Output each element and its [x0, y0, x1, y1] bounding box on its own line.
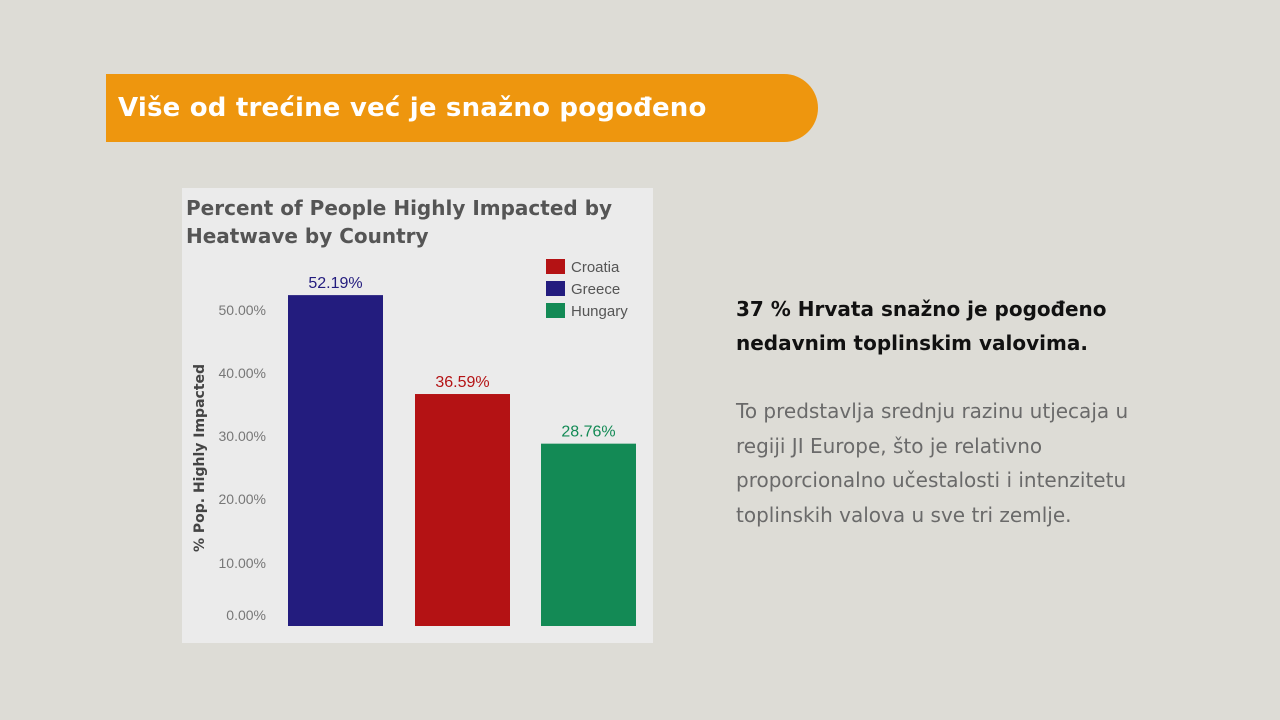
body-text: To predstavlja srednju razinu utjecaja u… — [736, 399, 1129, 527]
y-tick-label: 0.00% — [226, 607, 266, 623]
headline-text: 37 % Hrvata snažno je pogođeno nedavnim … — [736, 297, 1107, 355]
y-tick-label: 50.00% — [219, 302, 266, 318]
legend-swatch-hungary — [546, 303, 565, 318]
chart-title-line: Heatwave by Country — [186, 224, 429, 248]
y-tick-label: 20.00% — [219, 491, 266, 507]
data-label-croatia: 36.59% — [435, 374, 489, 391]
legend-swatch-greece — [546, 281, 565, 296]
y-tick-label: 10.00% — [219, 555, 266, 571]
legend-label-hungary: Hungary — [571, 303, 628, 320]
data-label-greece: 52.19% — [308, 275, 362, 292]
slide-title: Više od trećine već je snažno pogođeno — [118, 93, 707, 123]
legend-label-greece: Greece — [571, 281, 620, 298]
y-axis-label: % Pop. Highly Impacted — [192, 364, 208, 552]
bar-greece — [288, 295, 383, 626]
legend-label-croatia: Croatia — [571, 259, 620, 276]
y-tick-label: 30.00% — [219, 428, 266, 444]
data-label-hungary: 28.76% — [561, 424, 615, 441]
y-tick-label: 40.00% — [219, 365, 266, 381]
bar-hungary — [541, 443, 636, 626]
title-banner: Više od trećine već je snažno pogođeno — [106, 74, 818, 142]
bar-croatia — [415, 394, 510, 626]
bar-chart: Percent of People Highly Impacted by Heat… — [186, 196, 636, 626]
chart-title-line: Percent of People Highly Impacted by — [186, 196, 612, 220]
legend-swatch-croatia — [546, 259, 565, 274]
bar-chart-panel: Percent of People Highly Impacted by Heat… — [182, 188, 653, 643]
